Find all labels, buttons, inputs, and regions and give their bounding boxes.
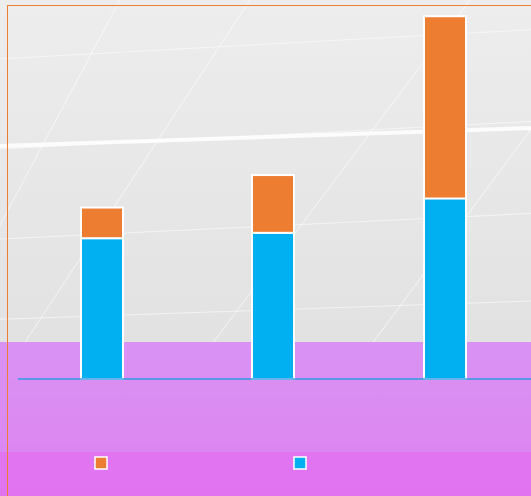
legend-marker-series-1 bbox=[293, 456, 307, 470]
legend-marker-series-2 bbox=[94, 456, 108, 470]
bar-3-series-2 bbox=[423, 15, 467, 200]
legend bbox=[94, 456, 307, 470]
bar-2-series-1 bbox=[251, 231, 295, 380]
bar-3-series-1 bbox=[423, 197, 467, 380]
bar-1-series-2 bbox=[80, 206, 124, 240]
bar-2-series-2 bbox=[251, 174, 295, 234]
bar-1-series-1 bbox=[80, 237, 124, 380]
